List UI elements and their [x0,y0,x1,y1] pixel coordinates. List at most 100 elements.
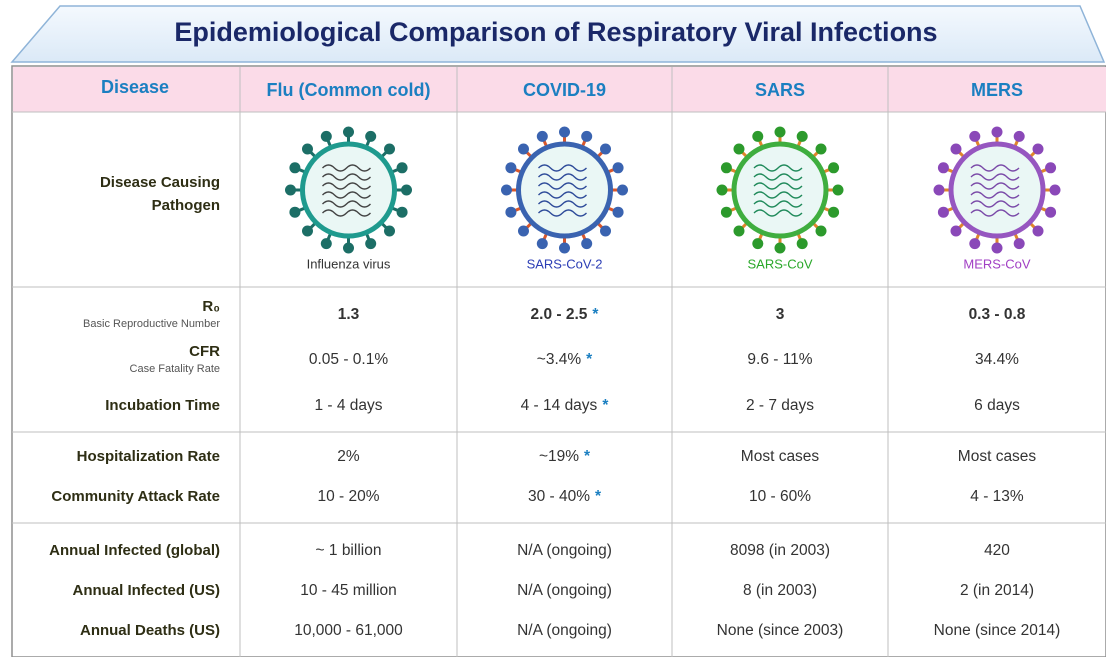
spike-tip [302,143,313,154]
spike-tip [797,131,808,142]
spike-tip [617,185,628,196]
footnote-mark: * [586,351,593,368]
infographic: Epidemiological Comparison of Respirator… [0,0,1106,657]
spike-tip [828,207,839,218]
spike-tip [938,162,949,173]
cell: 10 - 45 million [300,582,397,599]
row-label: R₀ [202,298,220,315]
spike-tip [717,185,728,196]
virus-illustration [717,127,844,254]
footnote-mark: * [602,397,609,414]
spike-tip [797,238,808,249]
cell: 9.6 - 11% [747,351,812,368]
spike-tip [397,207,408,218]
spike-tip [775,243,786,254]
cell: 0.05 - 0.1% [309,351,388,368]
virus-body [734,144,826,236]
cell: N/A (ongoing) [517,542,612,559]
header-cell: Flu (Common cold) [267,80,431,100]
virus-body [303,144,395,236]
cell-value: 4 - 14 days [521,397,598,414]
cell: N/A (ongoing) [517,582,612,599]
pathogen-name: SARS-CoV [747,256,812,271]
virus-illustration [501,127,628,254]
row-label: Disease Causing [100,174,220,191]
spike-tip [600,226,611,237]
cell-value: ~19% [539,448,579,465]
spike-tip [1014,131,1025,142]
spike-tip [537,131,548,142]
cell-value: ~3.4% [537,351,582,368]
row-label: Incubation Time [105,397,220,414]
row-label: Annual Infected (US) [72,582,220,599]
spike-tip [816,143,827,154]
cell: 34.4% [975,351,1019,368]
spike-tip [302,226,313,237]
spike-tip [365,238,376,249]
spike-tip [613,207,624,218]
spike-tip [721,207,732,218]
row-label: Pathogen [152,197,220,214]
spike-tip [1050,185,1061,196]
spike-tip [733,143,744,154]
footnote-mark: * [584,448,591,465]
spike-tip [950,143,961,154]
pathogen-name: Influenza virus [307,256,391,271]
row-label: Community Attack Rate [51,488,220,505]
cell: 10 - 20% [317,488,379,505]
spike-tip [289,162,300,173]
cell: 2% [337,448,360,465]
spike-tip [505,162,516,173]
row-label: Annual Infected (global) [49,542,220,559]
header-cell: SARS [755,80,805,100]
spike-tip [365,131,376,142]
cell: 10 - 60% [749,488,811,505]
spike-tip [950,226,961,237]
spike-tip [833,185,844,196]
pathogen-name: MERS-CoV [963,256,1031,271]
spike-tip [581,131,592,142]
virus-body [519,144,611,236]
spike-tip [1045,207,1056,218]
cell: 8 (in 2003) [743,582,817,599]
cell: 6 days [974,397,1020,414]
spike-tip [969,131,980,142]
footnote-mark: * [595,488,602,505]
spike-tip [285,185,296,196]
cell: 0.3 - 0.8 [969,306,1026,323]
spike-tip [775,127,786,138]
header-cell: Disease [101,77,169,97]
spike-tip [600,143,611,154]
cell: 4 - 13% [970,488,1024,505]
cell-value: 2.0 - 2.5 [531,306,588,323]
cell: 1 - 4 days [314,397,382,414]
row-label: Annual Deaths (US) [80,622,220,639]
spike-tip [934,185,945,196]
spike-tip [992,127,1003,138]
cell: ~19% * [539,448,591,465]
spike-tip [321,238,332,249]
spike-tip [1033,143,1044,154]
virus-illustration [934,127,1061,254]
header-cell: MERS [971,80,1023,100]
cell: 8098 (in 2003) [730,542,830,559]
cell: 2 - 7 days [746,397,814,414]
spike-tip [721,162,732,173]
virus-body [951,144,1043,236]
cell: 4 - 14 days* [521,397,610,414]
spike-tip [518,226,529,237]
spike-tip [992,243,1003,254]
spike-tip [397,162,408,173]
spike-tip [501,185,512,196]
spike-tip [581,238,592,249]
spike-tip [1033,226,1044,237]
cell: 2 (in 2014) [960,582,1034,599]
title: Epidemiological Comparison of Respirator… [174,17,937,47]
spike-tip [752,238,763,249]
cell: None (since 2003) [717,622,844,639]
cell: None (since 2014) [934,622,1061,639]
virus-illustration [285,127,412,254]
spike-tip [1045,162,1056,173]
pathogen-name: SARS-CoV-2 [527,256,603,271]
header-cell: COVID-19 [523,80,606,100]
